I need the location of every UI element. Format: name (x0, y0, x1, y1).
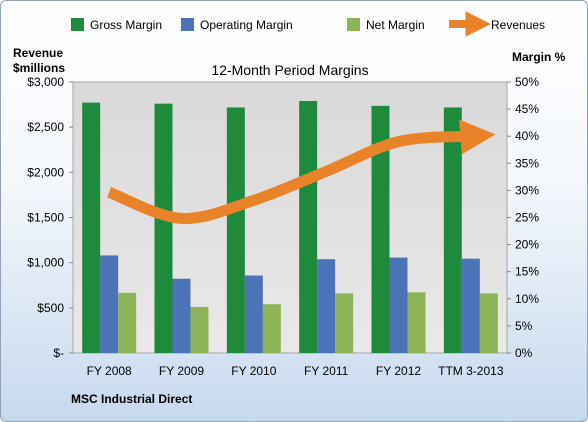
left-axis-title-line2: $millions (13, 61, 65, 75)
right-tick-label: 40% (515, 129, 539, 143)
bar-operating-margin (317, 259, 336, 353)
right-tick-label: 15% (515, 265, 539, 279)
legend: Gross Margin Operating Margin Net Margin Re… (71, 11, 545, 37)
bar-gross-margin (226, 107, 245, 353)
bar-series (82, 100, 498, 354)
category-label: TTM 3-2013 (438, 364, 504, 378)
category-label: FY 2012 (376, 364, 421, 378)
category-label: FY 2008 (87, 364, 132, 378)
bar-net-margin (118, 292, 137, 353)
right-tick-label: 5% (515, 319, 533, 333)
legend-label: Gross Margin (90, 18, 162, 32)
bar-net-margin (479, 293, 498, 353)
left-tick-label: $2,500 (27, 120, 64, 134)
left-tick-label: $- (53, 346, 64, 360)
bar-gross-margin (299, 100, 318, 353)
bar-gross-margin (371, 105, 390, 354)
bar-operating-margin (172, 278, 191, 353)
legend-swatch (181, 18, 194, 31)
left-axis-ticks: $- $500 $1,000 $1,500 $2,000 $2,500 $3,000 (27, 75, 73, 360)
right-axis-title: Margin % (512, 50, 566, 64)
left-tick-label: $3,000 (27, 75, 64, 89)
left-axis-title-line1: Revenue (13, 46, 63, 60)
line-revenues (107, 119, 496, 224)
legend-swatch (347, 18, 360, 31)
bar-operating-margin (461, 258, 480, 353)
right-tick-label: 25% (515, 211, 539, 225)
revenue-line-series (107, 119, 496, 224)
legend-label: Operating Margin (200, 18, 293, 32)
category-labels: FY 2008 FY 2009 FY 2010 FY 2011 FY 2012 TTM 3… (87, 364, 504, 378)
right-axis-ticks: 0% 5% 10% 15% 20% 25% 30% 35% 40% 45% 50% (507, 75, 539, 360)
right-tick-label: 35% (515, 156, 539, 170)
bar-net-margin (335, 293, 354, 353)
left-tick-label: $500 (37, 301, 64, 315)
company-name: MSC Industrial Direct (71, 392, 192, 406)
legend-label: Revenues (491, 18, 545, 32)
right-tick-label: 50% (515, 75, 539, 89)
bar-operating-margin (389, 257, 408, 353)
legend-label: Net Margin (366, 18, 425, 32)
category-label: FY 2011 (304, 364, 349, 378)
bar-net-margin (407, 292, 426, 353)
bar-operating-margin (244, 275, 263, 353)
right-tick-label: 10% (515, 292, 539, 306)
plot-area (72, 81, 508, 354)
bar-gross-margin (154, 103, 173, 354)
left-tick-label: $2,000 (27, 165, 64, 179)
bar-operating-margin (100, 255, 119, 353)
left-tick-label: $1,000 (27, 256, 64, 270)
chart-title: 12-Month Period Margins (211, 62, 368, 78)
right-tick-label: 45% (515, 102, 539, 116)
category-label: FY 2010 (231, 364, 276, 378)
left-tick-label: $1,500 (27, 211, 64, 225)
right-tick-label: 30% (515, 183, 539, 197)
bar-gross-margin (443, 107, 462, 353)
right-tick-label: 0% (515, 346, 533, 360)
right-tick-label: 20% (515, 238, 539, 252)
bar-net-margin (262, 304, 281, 353)
bar-gross-margin (82, 102, 101, 353)
bar-net-margin (190, 306, 209, 353)
legend-swatch (71, 18, 84, 31)
category-label: FY 2009 (159, 364, 204, 378)
